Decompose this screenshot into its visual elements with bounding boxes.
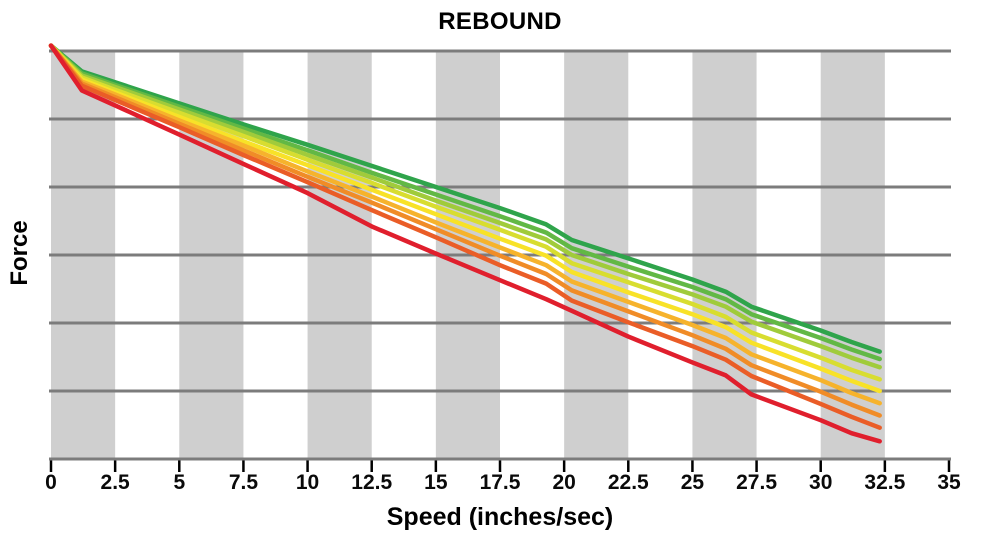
- series-line-light-green: [48, 43, 882, 362]
- series-line-yellow-green: [48, 43, 882, 382]
- series-line-green: [48, 43, 882, 354]
- series-line-red: [48, 43, 882, 444]
- series-line-orange: [48, 43, 882, 418]
- series-line-amber: [48, 43, 882, 406]
- series-line-dark-orange: [48, 43, 882, 430]
- series-line-yellow: [48, 43, 882, 394]
- chart-title: REBOUND: [438, 8, 562, 35]
- series-line-lime: [48, 43, 882, 370]
- x-axis-label: Speed (inches/sec): [386, 503, 614, 531]
